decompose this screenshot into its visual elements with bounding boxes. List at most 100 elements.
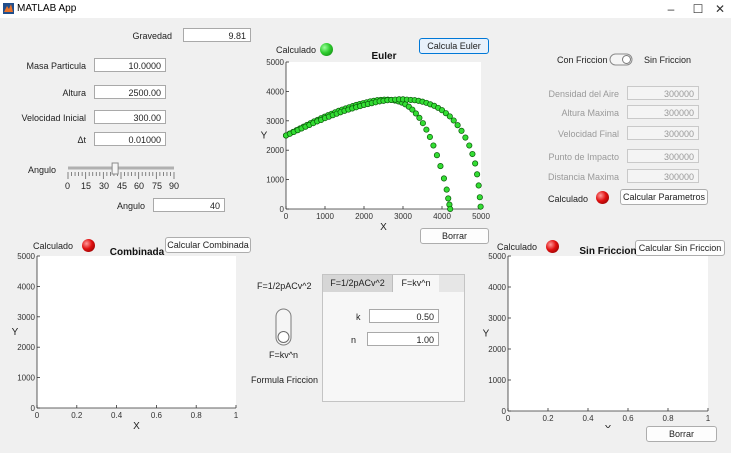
sinfriccion-borrar-button[interactable]: Borrar: [646, 426, 717, 442]
formula-top-label: F=1/2pACv^2: [257, 281, 312, 291]
euler-series-1-point: [462, 134, 469, 141]
x-tick-label: 0: [506, 414, 511, 423]
formula-toggle-switch[interactable]: [273, 307, 295, 349]
k-label: k: [356, 312, 361, 322]
tab-formula-kvn[interactable]: F=kv^n: [393, 275, 439, 292]
k-field[interactable]: 0.50: [369, 309, 439, 323]
y-tick-label: 0: [502, 407, 507, 416]
formula-tab-group: F=1/2pACv^2 F=kv^n k 0.50 n 1.00: [322, 274, 465, 402]
x-tick-label: 1: [234, 411, 239, 420]
euler-calculado-label: Calculado: [276, 45, 317, 55]
euler-series-1-point: [474, 171, 481, 178]
slider-tick-label: 30: [99, 181, 110, 191]
euler-series-0-point: [423, 126, 430, 133]
calcular-parametros-button[interactable]: Calcular Parametros: [620, 189, 708, 205]
densidad-aire-field[interactable]: 300000: [627, 86, 699, 100]
velocidad-field[interactable]: 300.00: [94, 110, 166, 124]
x-tick-label: 0.8: [662, 414, 674, 423]
altura-maxima-label: Altura Maxima: [561, 108, 619, 118]
calcular-sin-friccion-button[interactable]: Calcular Sin Friccion: [635, 240, 725, 256]
tab-panel-kvn: k 0.50 n 1.00: [323, 292, 464, 401]
x-tick-label: 1000: [316, 212, 334, 221]
formula-bottom-label: F=kv^n: [269, 350, 298, 360]
y-tick-label: 5000: [488, 252, 506, 261]
euler-series-1-point: [450, 117, 457, 124]
dt-field[interactable]: 0.01000: [94, 132, 166, 146]
n-label: n: [351, 335, 357, 345]
altura-maxima-field[interactable]: 300000: [627, 105, 699, 119]
combinada-calculado-label: Calculado: [33, 241, 74, 251]
x-tick-label: 0.6: [622, 414, 634, 423]
calcular-combinada-button[interactable]: Calcular Combinada: [165, 237, 251, 253]
altura-label: Altura: [62, 88, 86, 98]
euler-title: Euler: [371, 52, 396, 62]
euler-status-lamp: [320, 43, 333, 56]
sinfriccion-title: Sin Friccion: [579, 246, 636, 257]
euler-ylabel: Y: [261, 131, 268, 142]
y-tick-label: 5000: [17, 252, 35, 261]
gravedad-field[interactable]: 9.81: [183, 28, 251, 42]
punto-impacto-field[interactable]: 300000: [627, 149, 699, 163]
title-bar: [0, 0, 731, 18]
euler-borrar-button[interactable]: Borrar: [420, 228, 489, 244]
x-tick-label: 0: [284, 212, 289, 221]
masa-field[interactable]: 10.0000: [94, 58, 166, 72]
slider-thumb[interactable]: [111, 162, 119, 175]
close-button[interactable]: ✕: [714, 2, 726, 16]
y-tick-label: 3000: [488, 314, 506, 323]
masa-label: Masa Particula: [26, 61, 86, 71]
combinada-xlabel: X: [133, 421, 140, 432]
y-tick-label: 3000: [266, 117, 284, 126]
sinfriccion-xlabel: X: [605, 424, 612, 428]
angulo-label: Angulo: [117, 201, 146, 211]
y-tick-label: 1000: [266, 176, 284, 185]
x-tick-label: 4000: [433, 212, 451, 221]
angulo-slider-label: Angulo: [28, 165, 57, 175]
combinada-plot: 0 0.2 0.4 0.6 0.8 1 0 1000 2000 3000 4000 5000 X Y Com…: [12, 247, 239, 432]
slider-tick-label: 15: [81, 181, 92, 191]
maximize-button[interactable]: ☐: [692, 2, 704, 16]
euler-series-0-point: [430, 142, 437, 149]
euler-series-1-point: [458, 127, 465, 134]
slider-tick-label: 60: [134, 181, 145, 191]
calcula-euler-button[interactable]: Calcula Euler: [419, 38, 489, 54]
y-tick-label: 1000: [488, 376, 506, 385]
euler-series-0-point: [433, 152, 440, 159]
y-tick-label: 2000: [17, 343, 35, 352]
combinada-title: Combinada: [110, 247, 165, 258]
y-tick-label: 4000: [17, 282, 35, 291]
euler-series-1-point: [454, 122, 461, 129]
friccion-toggle-switch[interactable]: [609, 53, 633, 66]
x-tick-label: 0.4: [582, 414, 594, 423]
euler-xlabel: X: [380, 222, 387, 233]
tab-formula-drag[interactable]: F=1/2pACv^2: [323, 275, 393, 292]
angulo-field[interactable]: 40: [153, 198, 225, 212]
slider-tick-labels: 0 15 30 45 60 75 90: [62, 181, 187, 192]
y-tick-label: 2000: [266, 146, 284, 155]
sinfriccion-calculado-label: Calculado: [497, 242, 538, 252]
sin-friccion-label: Sin Friccion: [644, 55, 692, 65]
x-tick-label: 0.8: [191, 411, 203, 420]
combinada-status-lamp: [82, 239, 95, 252]
friccion-calculado-label: Calculado: [548, 194, 589, 204]
altura-field[interactable]: 2500.00: [94, 85, 166, 99]
distancia-maxima-label: Distancia Maxima: [547, 172, 619, 182]
gravedad-label: Gravedad: [132, 31, 172, 41]
sinfriccion-axes-area: [508, 256, 708, 411]
euler-series-0-point: [426, 133, 433, 141]
combinada-ylabel: Y: [12, 327, 19, 338]
angulo-slider[interactable]: [62, 160, 187, 192]
velocidad-final-field[interactable]: 300000: [627, 126, 699, 140]
x-tick-label: 3000: [394, 212, 412, 221]
minimize-button[interactable]: –: [667, 2, 675, 16]
distancia-maxima-field[interactable]: 300000: [627, 169, 699, 183]
sinfriccion-plot: 0 0.2 0.4 0.6 0.8 1 0 1000 2000 3000 4000 5000 X Y Sin…: [483, 246, 711, 428]
y-tick-label: 0: [31, 404, 36, 413]
n-field[interactable]: 1.00: [367, 332, 439, 346]
sinfriccion-status-lamp: [546, 240, 559, 253]
combinada-axes-area: [37, 256, 236, 408]
densidad-aire-label: Densidad del Aire: [548, 89, 619, 99]
window-title: MATLAB App: [17, 3, 77, 14]
x-tick-label: 1: [706, 414, 711, 423]
x-tick-label: 0.6: [151, 411, 163, 420]
